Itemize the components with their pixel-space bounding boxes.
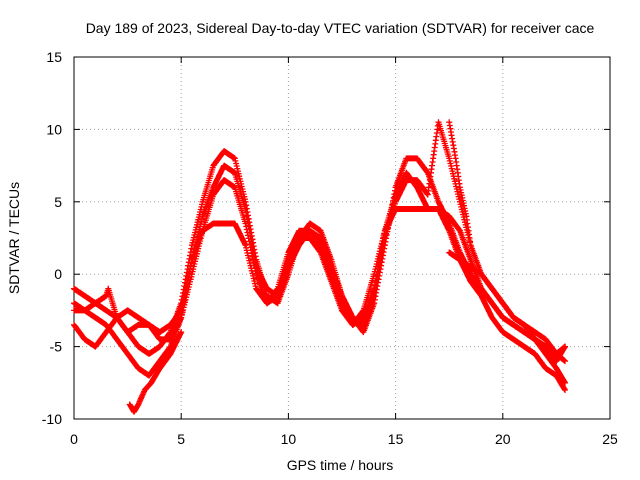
y-tick-label: 10	[46, 121, 62, 137]
y-tick-label: 15	[46, 49, 62, 65]
x-tick-label: 25	[602, 431, 618, 447]
y-axis-title: SDTVAR / TECUs	[6, 182, 22, 294]
x-tick-label: 20	[495, 431, 511, 447]
y-tick-label: -10	[42, 411, 62, 427]
y-tick-label: -5	[50, 339, 63, 355]
x-tick-label: 10	[281, 431, 297, 447]
series-track-5	[126, 329, 185, 415]
data-point-markers	[446, 249, 568, 386]
y-tick-label: 0	[54, 266, 62, 282]
y-tick-label: 5	[54, 194, 62, 210]
data-point-markers	[446, 119, 474, 249]
series-track-2	[71, 169, 568, 365]
axis-ticks: 0 5 10 15 20 25 -10 -5 0 5 10 15	[42, 49, 618, 447]
data-point-markers	[126, 329, 185, 415]
x-axis-title: GPS time / hours	[287, 457, 394, 473]
plot-frame	[73, 56, 611, 420]
data-series	[71, 119, 568, 415]
grid-lines	[74, 57, 610, 419]
series-track-7	[446, 119, 474, 249]
x-tick-label: 0	[70, 431, 78, 447]
x-tick-label: 5	[177, 431, 185, 447]
data-point-markers	[71, 169, 568, 365]
x-tick-label: 15	[388, 431, 404, 447]
series-track-6	[446, 249, 568, 386]
chart-title: Day 189 of 2023, Sidereal Day-to-day VTE…	[86, 20, 595, 36]
